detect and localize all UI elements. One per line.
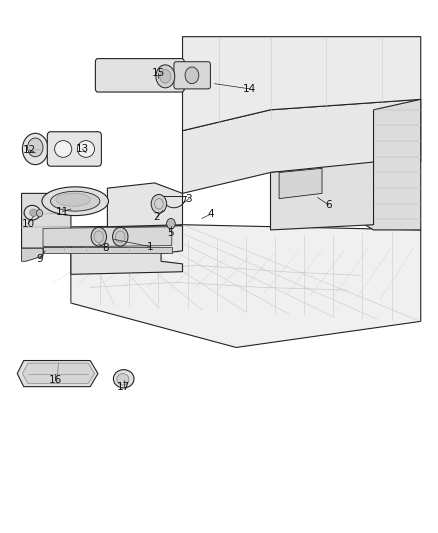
Ellipse shape (56, 193, 90, 206)
Text: 10: 10 (21, 219, 35, 229)
Circle shape (113, 227, 128, 246)
FancyBboxPatch shape (95, 59, 184, 92)
Circle shape (160, 70, 171, 83)
Polygon shape (183, 99, 421, 193)
Polygon shape (43, 227, 172, 247)
Ellipse shape (30, 209, 37, 216)
Text: 5: 5 (168, 228, 174, 238)
Ellipse shape (42, 187, 109, 215)
Polygon shape (21, 248, 43, 261)
Polygon shape (17, 360, 98, 386)
Text: 12: 12 (23, 145, 36, 155)
Ellipse shape (55, 141, 72, 157)
Polygon shape (43, 247, 172, 253)
Ellipse shape (113, 370, 134, 388)
Text: 14: 14 (243, 84, 257, 94)
Circle shape (156, 65, 175, 88)
Text: 17: 17 (117, 382, 131, 392)
Text: 9: 9 (36, 254, 43, 264)
Text: 11: 11 (56, 207, 69, 216)
Polygon shape (357, 99, 421, 230)
Text: 1: 1 (147, 241, 154, 252)
Text: 8: 8 (102, 243, 109, 253)
Polygon shape (71, 225, 421, 348)
Circle shape (91, 227, 106, 246)
Ellipse shape (24, 205, 40, 220)
Text: 15: 15 (152, 68, 165, 78)
Circle shape (22, 133, 48, 165)
Polygon shape (107, 183, 183, 227)
Ellipse shape (117, 374, 129, 385)
Circle shape (185, 67, 199, 84)
Ellipse shape (50, 191, 100, 211)
Circle shape (37, 209, 42, 217)
Circle shape (166, 219, 175, 229)
Text: 13: 13 (76, 144, 89, 154)
Circle shape (28, 138, 43, 157)
FancyBboxPatch shape (47, 132, 101, 166)
Polygon shape (183, 37, 421, 131)
Polygon shape (21, 193, 71, 248)
Text: 3: 3 (186, 193, 192, 204)
Text: 4: 4 (207, 209, 214, 219)
FancyBboxPatch shape (174, 62, 210, 89)
Text: 16: 16 (49, 375, 62, 385)
Circle shape (151, 195, 166, 213)
Polygon shape (21, 226, 183, 274)
Polygon shape (271, 162, 374, 230)
Polygon shape (279, 168, 322, 199)
Ellipse shape (78, 141, 95, 157)
Text: 6: 6 (325, 200, 332, 210)
Text: 2: 2 (153, 212, 160, 222)
Polygon shape (22, 363, 95, 384)
